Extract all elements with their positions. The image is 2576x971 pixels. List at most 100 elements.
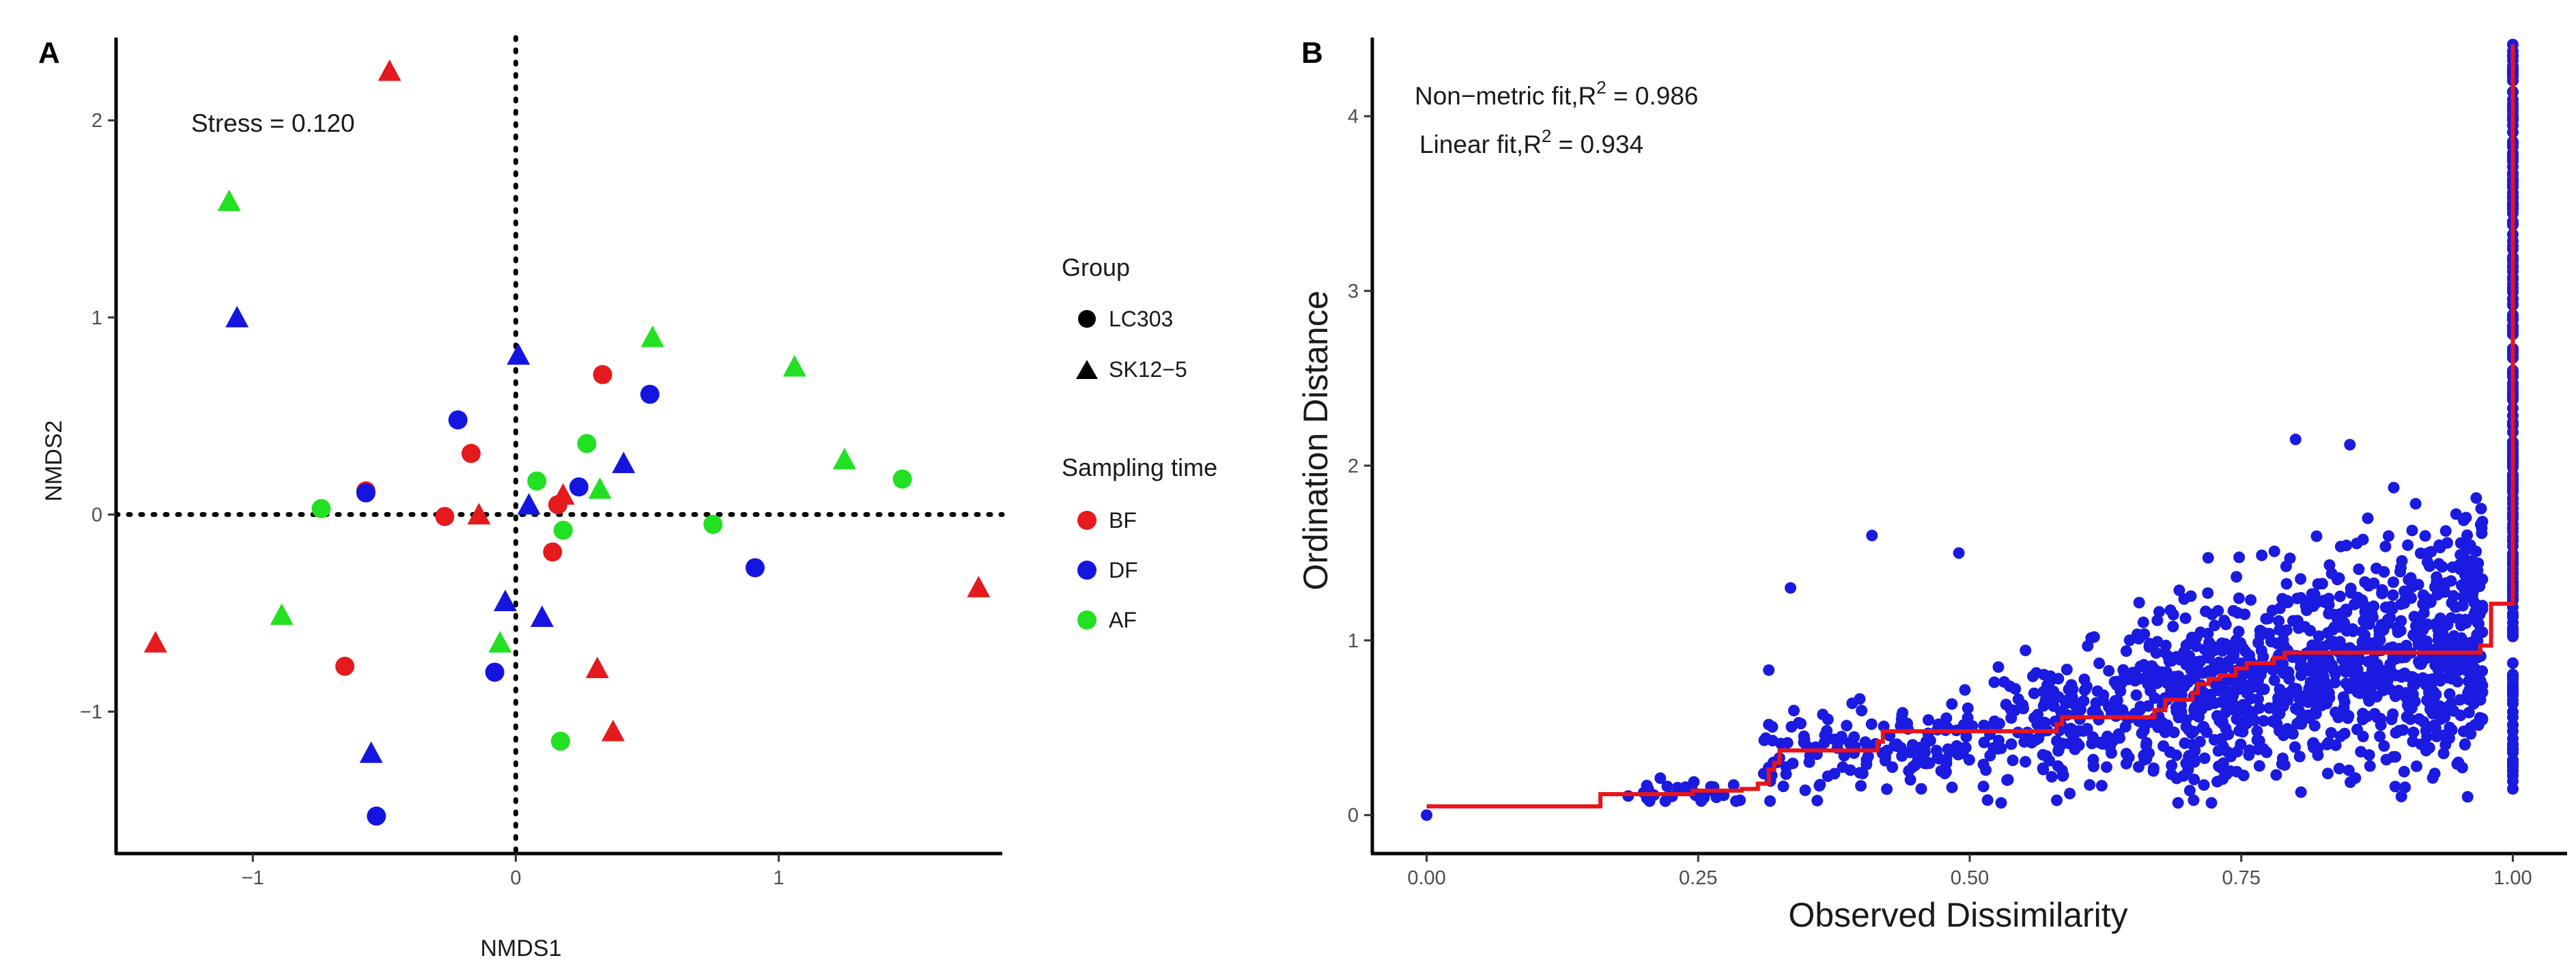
point: [2064, 787, 2076, 800]
point: [1764, 795, 1777, 807]
point: [2005, 703, 2017, 716]
point: [2213, 664, 2226, 676]
point: [2472, 719, 2485, 731]
point: [2239, 608, 2251, 621]
point: [2107, 735, 2119, 747]
point: [2470, 546, 2482, 558]
point: [2020, 756, 2032, 768]
point: [2387, 641, 2399, 653]
point-sk12-5-af: [217, 189, 241, 212]
point-sk12-5-df: [507, 343, 530, 365]
point: [2188, 704, 2200, 716]
point: [2093, 657, 2106, 669]
point: [2257, 715, 2269, 727]
point-sk12-5-af: [640, 325, 664, 348]
x-tick-label: 0.75: [2222, 867, 2261, 889]
point: [1866, 529, 1878, 541]
point: [2353, 563, 2365, 576]
point: [2460, 573, 2472, 585]
point: [1781, 737, 1794, 749]
point: [2289, 741, 2302, 753]
point: [2389, 780, 2401, 793]
point-sk12-5-af: [488, 631, 512, 653]
point: [2412, 578, 2424, 591]
legend-label-df: DF: [1109, 558, 1138, 582]
point: [2202, 552, 2214, 564]
point: [1988, 676, 2000, 688]
point: [2420, 592, 2433, 604]
point: [2407, 727, 2420, 739]
point: [2256, 549, 2268, 561]
point: [2378, 740, 2390, 752]
point: [2343, 764, 2355, 776]
point: [2300, 604, 2312, 617]
point-lc303-df: [485, 662, 505, 682]
point: [1795, 718, 1807, 730]
point: [2037, 700, 2050, 712]
legend-df-swatch: [1077, 561, 1096, 580]
point: [2136, 727, 2148, 740]
point: [2252, 636, 2265, 649]
data-points: [1421, 38, 2519, 821]
point: [2173, 584, 2185, 596]
point: [2506, 725, 2519, 737]
point: [2203, 651, 2215, 664]
point: [2278, 640, 2290, 652]
y-tick-label: 1: [1348, 630, 1359, 652]
point: [2332, 712, 2345, 724]
point: [2078, 673, 2091, 686]
point: [2289, 615, 2301, 627]
point: [1919, 757, 1931, 770]
point-sk12-5-bf: [967, 576, 991, 597]
point: [2268, 674, 2280, 686]
point: [2401, 711, 2413, 723]
point: [2273, 615, 2285, 627]
point: [2032, 708, 2044, 720]
point: [2151, 614, 2164, 626]
point: [1841, 720, 1853, 732]
point: [2357, 533, 2369, 546]
point: [1933, 752, 1945, 765]
point: [1953, 547, 1965, 559]
point-sk12-5-df: [359, 741, 383, 763]
point-lc303-bf: [548, 495, 568, 515]
point: [1920, 735, 1932, 748]
point: [2380, 753, 2392, 765]
point: [2386, 714, 2398, 726]
point: [1978, 736, 1990, 748]
point: [2253, 760, 2265, 772]
point: [2334, 590, 2346, 602]
point: [1854, 693, 1866, 705]
point: [2402, 539, 2414, 551]
point: [1951, 742, 1963, 755]
y-axis-title: NMDS2: [41, 420, 67, 501]
point: [2073, 739, 2085, 751]
point: [2037, 686, 2050, 698]
point-lc303-af: [550, 731, 570, 751]
point-lc303-af: [527, 471, 547, 491]
point: [2245, 594, 2257, 606]
point: [2258, 683, 2270, 695]
point: [1862, 750, 1874, 763]
point: [2331, 574, 2343, 586]
point: [2043, 755, 2056, 767]
point: [2368, 577, 2380, 589]
point: [2152, 666, 2164, 678]
point: [2461, 529, 2474, 541]
point: [2377, 585, 2389, 597]
point: [1659, 795, 1671, 807]
point: [2295, 786, 2307, 798]
panel-b: B 0.00 0.25 0.50 0.75 1.00 0 1 2 3 4 Non−metric …: [1297, 36, 2567, 934]
point: [2246, 671, 2259, 683]
point: [2469, 668, 2481, 680]
point: [1881, 783, 1893, 796]
point: [2506, 629, 2519, 641]
point: [2333, 763, 2345, 775]
point: [1896, 750, 1908, 762]
point: [2366, 640, 2378, 652]
point: [2409, 498, 2422, 510]
point: [2253, 735, 2265, 747]
y-tick-label: −1: [80, 701, 102, 723]
